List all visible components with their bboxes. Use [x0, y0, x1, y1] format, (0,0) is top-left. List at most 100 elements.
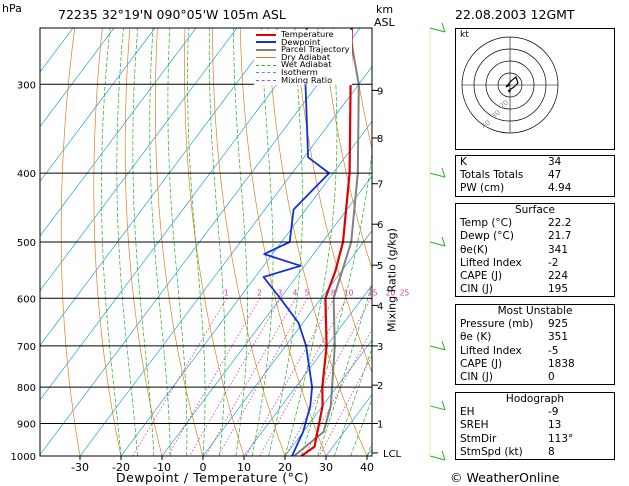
row-key: Lifted Index [460, 344, 522, 357]
table-row: θe (K) 351 [456, 331, 614, 344]
pressure-tick-label: 800 [17, 383, 36, 394]
dry-adiabat-line [60, 28, 81, 456]
km-tick-label: LCL [383, 449, 402, 460]
legend-item: Parcel Trajectory [256, 45, 350, 54]
legend-label: Wet Adiabat [281, 59, 332, 70]
hodograph-arrow [508, 90, 511, 93]
row-value: 47 [548, 169, 562, 182]
wet-adiabat-line [149, 28, 171, 456]
row-value: 341 [548, 243, 569, 256]
hodograph-ring-label: 40 [480, 119, 492, 131]
temperature-line [300, 28, 353, 456]
table-row: StmDir 113° [456, 433, 614, 446]
table-row: Dewp (°C) 21.7 [456, 230, 614, 243]
row-key: CAPE (J) [460, 357, 503, 370]
table-row: Temp (°C) 22.2 [456, 217, 614, 230]
wet-adiabat-line [301, 149, 372, 456]
mixing-ratio-label: 15 [368, 288, 378, 297]
wind-barb [429, 27, 446, 33]
wind-barb-flag [441, 450, 446, 461]
row-value: 22.2 [548, 217, 572, 230]
hodograph-table: Hodograph EH -9 SREH 13 StmDir 113° StmSpd (kt)… [455, 392, 615, 461]
table-row: EH -9 [456, 406, 614, 419]
km-tick-label: 8 [377, 134, 383, 145]
pressure-tick-label: 1000 [11, 452, 36, 463]
legend-swatch [256, 64, 276, 66]
wind-barb-flag [441, 22, 446, 33]
row-key: Temp (°C) [460, 217, 513, 230]
temperature-tick-label: 10 [237, 461, 251, 474]
wind-barb-flag [441, 236, 446, 247]
legend-swatch [256, 48, 276, 51]
wind-barb [429, 172, 446, 178]
wet-adiabat-line [350, 397, 372, 456]
mixing-ratio-line [205, 298, 296, 456]
row-key: K [460, 156, 467, 168]
dry-adiabat-line [322, 28, 372, 271]
mixing-ratio-label: 1 [224, 288, 229, 297]
mixing-ratio-line [167, 298, 261, 456]
row-key: PW (cm) [460, 182, 505, 195]
table-row: Lifted Index -2 [456, 257, 614, 270]
legend-swatch [256, 79, 276, 81]
table-row: CIN (J) 0 [456, 371, 614, 384]
datetime: 22.08.2003 12GMT [455, 7, 575, 22]
row-key: CAPE (J) [460, 270, 503, 283]
wind-barb [429, 345, 446, 351]
row-key: StmDir [460, 432, 497, 445]
isotherm-line [120, 120, 372, 456]
pressure-tick-label: 400 [17, 169, 36, 180]
legend-label: Dry Adiabat [281, 51, 331, 62]
legend-item: Mixing Ratio [256, 74, 350, 85]
dry-adiabat-line [239, 28, 327, 456]
table-title: Hodograph [505, 393, 565, 405]
legend-item: Isotherm [256, 66, 350, 77]
isotherm-line [40, 28, 279, 346]
row-value: 351 [548, 331, 569, 344]
legend-label: Mixing Ratio [281, 74, 333, 85]
wind-barb-flag [441, 340, 446, 351]
km-tick-label: 5 [377, 261, 383, 272]
mixing-ratio-label: 10 [344, 288, 354, 297]
km-tick-label: 1 [377, 419, 383, 430]
isotherm-line [40, 28, 156, 182]
hpa-axis-label: hPa [2, 2, 22, 15]
km-tick-label: 4 [377, 301, 383, 312]
row-key: Pressure (mb) [460, 318, 534, 331]
wet-adiabat-line [284, 28, 338, 456]
pressure-tick-label: 300 [17, 80, 36, 91]
isotherm-line [325, 394, 372, 456]
wind-barb [429, 455, 446, 461]
temperature-tick-label: -30 [71, 461, 89, 474]
mixing-ratio-line [318, 355, 372, 456]
table-row: PW (cm) 4.94 [456, 182, 614, 195]
row-key: Dewp (°C) [460, 230, 514, 243]
wet-adiabat-line [208, 28, 226, 456]
km-tick-label: 7 [377, 180, 383, 191]
wet-adiabat-line [132, 28, 155, 456]
row-value: 0 [548, 371, 555, 384]
temperature-tick-label: -10 [153, 461, 171, 474]
mixing-ratio-label: 5 [305, 288, 310, 297]
isotherm-line [202, 230, 372, 456]
row-key: EH [460, 406, 475, 419]
wet-adiabat-line [268, 28, 303, 456]
table-row: θe(K) 341 [456, 244, 614, 257]
table-row: CIN (J) 195 [456, 283, 614, 296]
temperature-tick-label: 20 [278, 461, 292, 474]
row-value: 34 [548, 156, 562, 168]
legend-swatch [256, 57, 276, 59]
pressure-tick-label: 600 [17, 294, 36, 305]
km-tick-label: 3 [377, 342, 383, 353]
row-value: 1838 [548, 357, 575, 370]
mixing-ratio-label: 25 [400, 288, 410, 297]
hodograph-unit-label: kt [460, 30, 469, 40]
isotherm-line [161, 175, 372, 456]
row-key: CIN (J) [460, 371, 493, 384]
km-tick-label: 6 [377, 220, 383, 231]
legend-label: Isotherm [281, 66, 318, 77]
row-value: 21.7 [548, 230, 572, 243]
wet-adiabat-line [251, 28, 274, 456]
legend-label: Temperature [281, 29, 334, 39]
